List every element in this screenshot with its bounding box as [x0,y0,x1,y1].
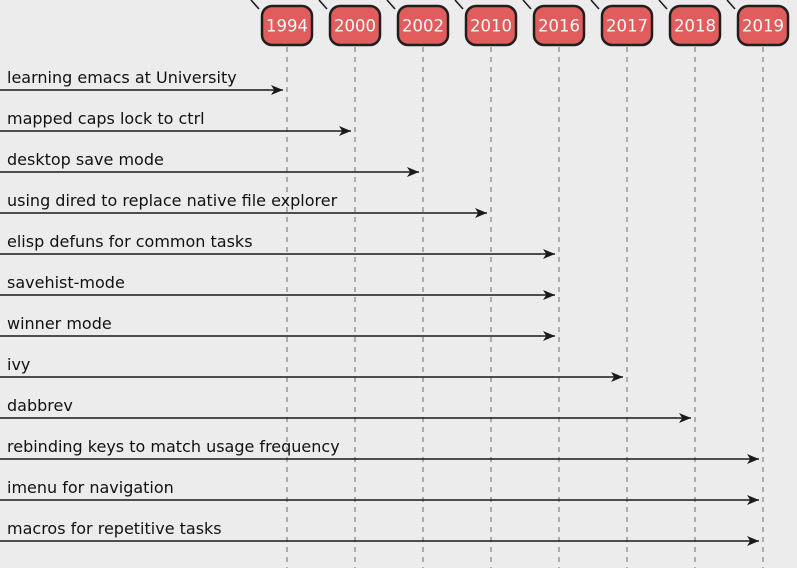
year-badge-label-2010: 2010 [470,17,512,36]
row-label-11: macros for repetitive tasks [7,519,222,538]
year-badge-label-2000: 2000 [334,17,376,36]
year-badge-1994 [260,4,314,47]
row-label-3: using dired to replace native file explo… [7,191,338,210]
year-badge-label-2019: 2019 [742,17,784,36]
year-badge-label-1994: 1994 [266,17,308,36]
year-badge-2016 [532,4,586,47]
row-label-4: elisp defuns for common tasks [7,232,253,251]
row-label-0: learning emacs at University [7,68,237,87]
year-badge-2002 [396,4,450,47]
year-badge-2010 [464,4,518,47]
row-label-9: rebinding keys to match usage frequency [7,437,340,456]
root-connector-stub-2010 [454,0,464,10]
year-badge-2018 [668,4,722,47]
year-badge-2017 [600,4,654,47]
root-connector-stub-2016 [522,0,532,10]
root-connector-stub-2000 [318,0,328,10]
row-label-5: savehist-mode [7,273,125,292]
year-badge-label-2018: 2018 [674,17,716,36]
year-badge-label-2016: 2016 [538,17,580,36]
root-connector-stub-2018 [658,0,668,10]
row-label-1: mapped caps lock to ctrl [7,109,205,128]
row-label-8: dabbrev [7,396,73,415]
year-badge-label-2002: 2002 [402,17,444,36]
row-label-6: winner mode [7,314,112,333]
row-label-10: imenu for navigation [7,478,174,497]
year-badge-label-2017: 2017 [606,17,648,36]
year-badge-2019 [736,4,790,47]
row-label-7: ivy [7,355,30,374]
root-connector-stub-2002 [386,0,396,10]
row-label-2: desktop save mode [7,150,164,169]
year-badge-2000 [328,4,382,47]
root-connector-stub-2017 [590,0,600,10]
root-connector-stub-2019 [726,0,736,10]
root-connector-stub-1994 [250,0,260,10]
